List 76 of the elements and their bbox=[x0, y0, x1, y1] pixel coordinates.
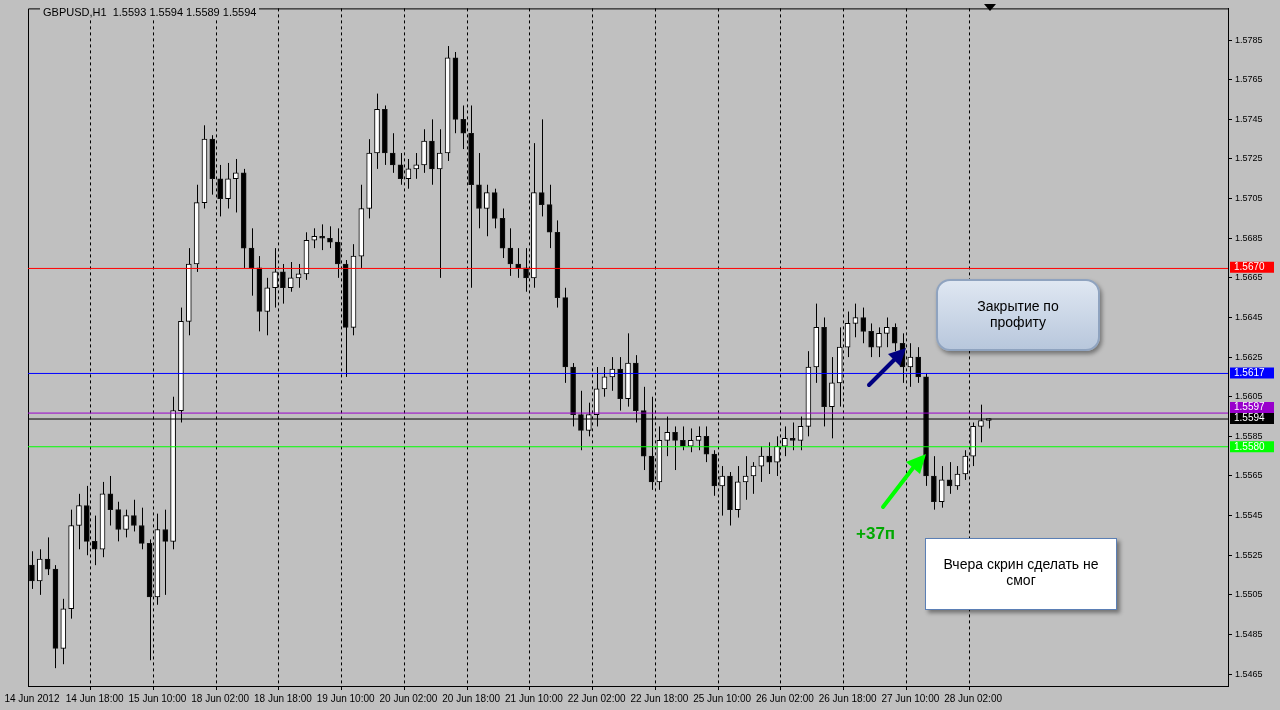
y-tick-label: 1.5765 bbox=[1235, 74, 1263, 85]
y-tick-label: 1.5645 bbox=[1235, 311, 1263, 322]
x-tick-label: 25 Jun 10:00 bbox=[693, 692, 752, 704]
x-tick-label: 18 Jun 18:00 bbox=[253, 692, 313, 704]
ref-line-label: 1.5617 bbox=[1234, 366, 1266, 378]
x-tick-label: 15 Jun 10:00 bbox=[128, 692, 187, 704]
candlestick bbox=[883, 316, 890, 348]
y-tick-label: 1.5725 bbox=[1235, 153, 1263, 164]
x-tick-label: 14 Jun 18:00 bbox=[65, 692, 125, 704]
x-tick-label: 26 Jun 02:00 bbox=[755, 692, 815, 704]
candlestick bbox=[319, 223, 325, 251]
annotation: Закрытие по профиту bbox=[976, 298, 1060, 330]
chart-title: GBPUSD,H1 1.5593 1.5594 1.5589 1.5594 bbox=[40, 6, 260, 19]
y-tick-label: 1.5665 bbox=[1235, 272, 1263, 283]
candlestick bbox=[876, 326, 882, 358]
candlestick bbox=[389, 132, 396, 174]
candlestick bbox=[421, 128, 427, 174]
candlestick bbox=[264, 277, 271, 336]
candlestick bbox=[76, 493, 82, 550]
candlestick bbox=[672, 425, 678, 471]
candlestick bbox=[483, 184, 490, 237]
candlestick bbox=[538, 118, 545, 217]
candlestick bbox=[687, 427, 694, 453]
candlestick bbox=[695, 425, 702, 451]
x-tick-label: 21 Jun 10:00 bbox=[504, 692, 564, 704]
y-tick-label: 1.5565 bbox=[1235, 470, 1263, 481]
ref-line-label: 1.5597 bbox=[1234, 401, 1266, 413]
candlestick bbox=[782, 425, 788, 457]
x-tick-label: 19 Jun 10:00 bbox=[316, 692, 375, 704]
candlestick bbox=[233, 158, 239, 213]
candlestick bbox=[162, 509, 169, 596]
x-tick-label: 14 Jun 2012 bbox=[4, 692, 60, 704]
annotation: +37п bbox=[856, 524, 896, 544]
candlestick bbox=[311, 227, 318, 249]
candlestick bbox=[138, 507, 145, 550]
x-tick-label: 20 Jun 02:00 bbox=[379, 692, 438, 704]
y-tick-label: 1.5525 bbox=[1235, 549, 1263, 560]
x-tick-label: 20 Jun 18:00 bbox=[442, 692, 501, 704]
x-tick-label: 18 Jun 02:00 bbox=[191, 692, 250, 704]
y-tick-label: 1.5625 bbox=[1235, 351, 1263, 362]
x-tick-label: 22 Jun 18:00 bbox=[630, 692, 689, 704]
candlestick bbox=[436, 128, 443, 279]
candlestick bbox=[476, 152, 482, 229]
y-tick-label: 1.5465 bbox=[1235, 668, 1263, 679]
y-tick-label: 1.5485 bbox=[1235, 628, 1263, 639]
candlestick bbox=[287, 261, 294, 293]
y-tick-label: 1.5705 bbox=[1235, 193, 1263, 204]
x-tick-label: 22 Jun 02:00 bbox=[567, 692, 626, 704]
candlestick bbox=[36, 548, 43, 596]
candlestick bbox=[680, 425, 686, 451]
ref-line-label: 1.5580 bbox=[1234, 440, 1266, 452]
ref-line-label: 1.5594 bbox=[1234, 412, 1266, 424]
candlestick bbox=[280, 263, 286, 305]
candlestick bbox=[766, 441, 773, 475]
y-tick-label: 1.5605 bbox=[1235, 391, 1263, 402]
candlestick bbox=[915, 346, 922, 384]
ref-line-label: 1.5670 bbox=[1234, 261, 1266, 273]
candlestick bbox=[789, 421, 796, 451]
candlestick bbox=[327, 225, 333, 249]
x-tick-label: 26 Jun 18:00 bbox=[818, 692, 877, 704]
candlestick bbox=[868, 322, 874, 358]
y-tick-label: 1.5745 bbox=[1235, 113, 1263, 124]
candlestick bbox=[938, 465, 945, 509]
annotation: Вчера скрин сделать не смог bbox=[942, 556, 1100, 588]
x-tick-label: 27 Jun 10:00 bbox=[881, 692, 940, 704]
y-tick-label: 1.5585 bbox=[1235, 430, 1263, 441]
x-tick-label: 28 Jun 02:00 bbox=[944, 692, 1003, 704]
y-tick-label: 1.5785 bbox=[1235, 34, 1263, 45]
candlestick bbox=[860, 307, 867, 344]
candlestick bbox=[115, 501, 122, 542]
candlestick bbox=[225, 162, 231, 210]
candlestick bbox=[123, 509, 129, 538]
y-tick-label: 1.5685 bbox=[1235, 232, 1263, 243]
y-tick-label: 1.5505 bbox=[1235, 589, 1263, 600]
candlestick bbox=[131, 499, 137, 532]
y-tick-label: 1.5545 bbox=[1235, 510, 1263, 521]
